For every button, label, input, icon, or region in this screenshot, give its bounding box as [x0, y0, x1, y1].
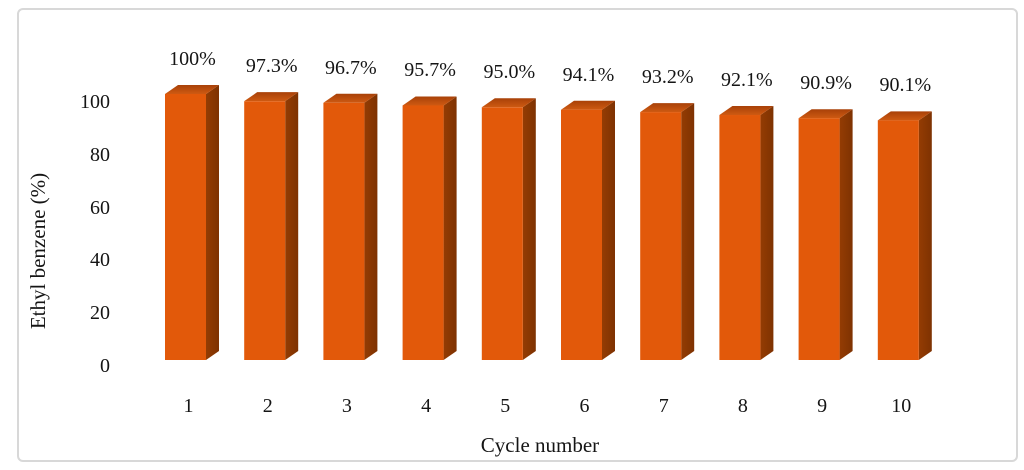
bar	[402, 96, 457, 361]
bar-side-face	[760, 106, 774, 360]
bar	[481, 98, 536, 361]
bar-value-label: 95.0%	[483, 61, 536, 84]
bar-value-label: 96.7%	[325, 56, 377, 79]
bar-side-face	[918, 111, 932, 360]
bar-side-face	[681, 103, 695, 360]
bar	[798, 109, 853, 361]
x-tick-label: 3	[341, 395, 352, 417]
bar	[561, 100, 615, 360]
bar-side-face	[839, 109, 853, 361]
bar-front-face	[481, 107, 523, 360]
bar	[877, 111, 932, 360]
bar-top-face	[244, 92, 299, 102]
x-tick-label: 1	[183, 395, 194, 417]
bar-side-face	[364, 93, 378, 360]
x-tick-label: 8	[737, 395, 748, 417]
bar	[640, 103, 695, 360]
bar-top-face	[481, 98, 536, 108]
bar-front-face	[244, 101, 286, 360]
bar-top-face	[402, 96, 457, 106]
bar-front-face	[798, 118, 840, 361]
bar-front-face	[165, 94, 206, 360]
bar-value-label: 94.1%	[562, 63, 615, 86]
y-tick-label: 20	[90, 302, 110, 325]
x-tick-label: 5	[500, 395, 511, 417]
x-tick-label: 10	[891, 395, 912, 417]
bar-top-face	[323, 93, 378, 103]
bar-value-label: 90.9%	[800, 72, 852, 95]
bar-side-face	[522, 98, 536, 361]
bar-front-face	[877, 120, 919, 360]
x-axis-title: Cycle number	[480, 433, 600, 457]
bar-side-face	[443, 96, 457, 361]
bar-top-face	[165, 85, 219, 94]
bar-top-face	[640, 103, 695, 113]
bar	[165, 85, 219, 360]
x-tick-label: 2	[262, 395, 273, 417]
bar-value-label: 93.2%	[641, 66, 694, 89]
x-tick-label: 9	[817, 395, 828, 417]
y-tick-label: 60	[90, 196, 110, 219]
bar-value-label: 95.7%	[404, 59, 456, 82]
bar-front-face	[323, 102, 365, 360]
y-axis-title: Ethyl benzene (%)	[26, 172, 50, 330]
bar-side-face	[206, 85, 219, 360]
x-tick-label: 7	[658, 395, 669, 417]
x-tick-label: 4	[421, 395, 432, 417]
bar	[323, 93, 378, 360]
bar-side-face	[602, 100, 615, 360]
bar-top-face	[877, 111, 932, 121]
bar-front-face	[640, 112, 682, 360]
bar-top-face	[719, 106, 774, 116]
y-tick-label: 40	[90, 249, 110, 272]
y-tick-label: 80	[90, 143, 110, 166]
bar-value-label: 100%	[169, 48, 216, 70]
bar-side-face	[285, 92, 299, 360]
bar-top-face	[798, 109, 853, 119]
y-tick-label: 0	[100, 355, 110, 377]
bar-front-face	[561, 109, 602, 360]
x-tick-label: 6	[579, 395, 590, 417]
bar	[244, 92, 299, 360]
y-tick-label: 100	[80, 91, 110, 113]
bar-value-label: 92.1%	[721, 69, 773, 91]
bar-front-face	[719, 115, 761, 360]
bar-top-face	[561, 100, 615, 110]
bar-front-face	[402, 105, 444, 360]
bar-value-label: 97.3%	[245, 55, 298, 78]
bar	[719, 106, 774, 360]
bar-value-label: 90.1%	[879, 74, 932, 97]
